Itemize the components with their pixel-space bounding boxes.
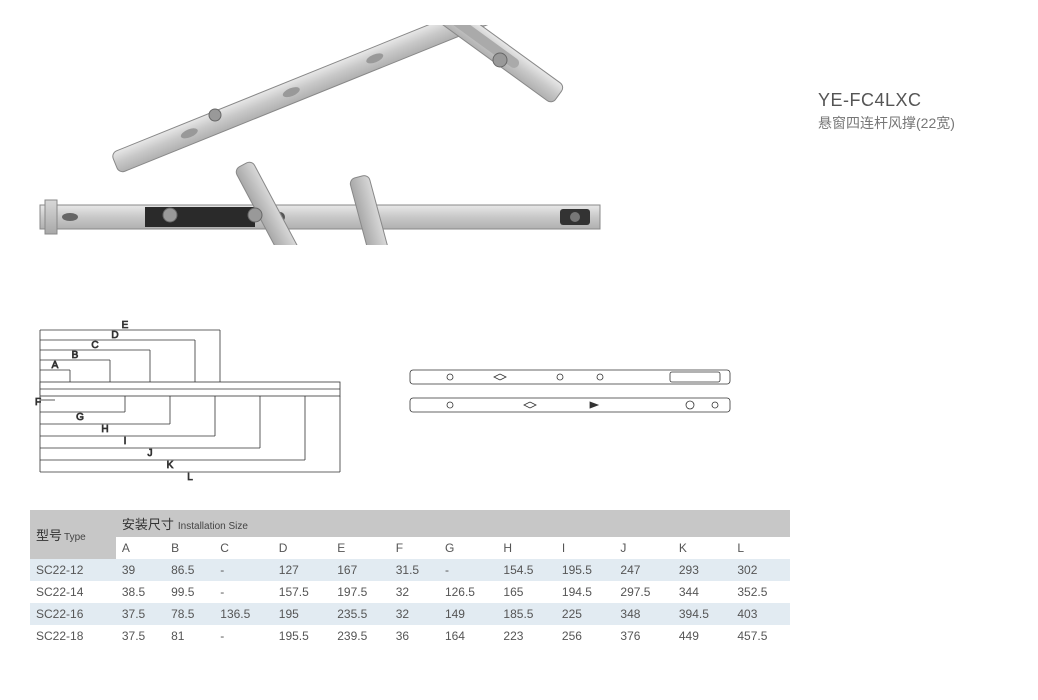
product-image bbox=[30, 25, 630, 245]
cell: 403 bbox=[731, 603, 790, 625]
cell: 39 bbox=[116, 559, 165, 581]
dim-label: A bbox=[52, 360, 59, 371]
cell: 297.5 bbox=[614, 581, 672, 603]
col-header: D bbox=[273, 537, 331, 559]
cell: - bbox=[214, 559, 272, 581]
cell: 36 bbox=[390, 625, 439, 647]
cell: 99.5 bbox=[165, 581, 214, 603]
cell: 127 bbox=[273, 559, 331, 581]
cell: 197.5 bbox=[331, 581, 389, 603]
col-header-install: 安装尺寸 Installation Size bbox=[116, 510, 790, 537]
cell: 167 bbox=[331, 559, 389, 581]
dim-label: I bbox=[124, 436, 127, 447]
cell: 81 bbox=[165, 625, 214, 647]
cell: 194.5 bbox=[556, 581, 614, 603]
cell-type: SC22-16 bbox=[30, 603, 116, 625]
spec-table: 型号Type 安装尺寸 Installation Size A B C D E F… bbox=[30, 510, 790, 647]
table-row: SC22-12 39 86.5 - 127 167 31.5 - 154.5 1… bbox=[30, 559, 790, 581]
dim-label: C bbox=[91, 340, 98, 351]
cell: 165 bbox=[497, 581, 555, 603]
cell: 225 bbox=[556, 603, 614, 625]
table-row: SC22-14 38.5 99.5 - 157.5 197.5 32 126.5… bbox=[30, 581, 790, 603]
table-header-row-1: 型号Type 安装尺寸Installation Size bbox=[30, 510, 790, 537]
dim-label: K bbox=[167, 460, 174, 471]
model-code: YE-FC4LXC bbox=[818, 90, 998, 111]
cell: 195.5 bbox=[556, 559, 614, 581]
cell: 235.5 bbox=[331, 603, 389, 625]
cell: 154.5 bbox=[497, 559, 555, 581]
cell: 126.5 bbox=[439, 581, 497, 603]
cell: 256 bbox=[556, 625, 614, 647]
dimension-diagram: E D C B A F G H I J K L bbox=[30, 320, 750, 490]
cell: 149 bbox=[439, 603, 497, 625]
product-title-block: YE-FC4LXC 悬窗四连杆风撑(22宽) bbox=[818, 90, 998, 133]
col-header: J bbox=[614, 537, 672, 559]
cell: 78.5 bbox=[165, 603, 214, 625]
dim-label: E bbox=[122, 320, 129, 331]
cell: 195.5 bbox=[273, 625, 331, 647]
col-header: A bbox=[116, 537, 165, 559]
cell-type: SC22-18 bbox=[30, 625, 116, 647]
install-label-en: Installation Size bbox=[178, 521, 248, 532]
cell: 136.5 bbox=[214, 603, 272, 625]
cell: 394.5 bbox=[673, 603, 731, 625]
type-label-en: Type bbox=[64, 532, 86, 543]
col-header-type: 型号Type bbox=[30, 510, 116, 559]
dim-label: G bbox=[76, 412, 84, 423]
cell: 32 bbox=[390, 603, 439, 625]
col-header: B bbox=[165, 537, 214, 559]
cell: 185.5 bbox=[497, 603, 555, 625]
type-label-cn: 型号 bbox=[36, 528, 62, 543]
col-header: I bbox=[556, 537, 614, 559]
cell: 247 bbox=[614, 559, 672, 581]
cell: - bbox=[439, 559, 497, 581]
install-label-cn: 安装尺寸 bbox=[122, 517, 174, 532]
col-header: G bbox=[439, 537, 497, 559]
cell: 37.5 bbox=[116, 625, 165, 647]
col-header: L bbox=[731, 537, 790, 559]
col-header: F bbox=[390, 537, 439, 559]
hinge-illustration bbox=[30, 25, 630, 245]
cell: 449 bbox=[673, 625, 731, 647]
cell-type: SC22-14 bbox=[30, 581, 116, 603]
cell: 37.5 bbox=[116, 603, 165, 625]
dimension-drawing: E D C B A F G H I J K L bbox=[30, 320, 750, 490]
cell: 195 bbox=[273, 603, 331, 625]
table-body: SC22-12 39 86.5 - 127 167 31.5 - 154.5 1… bbox=[30, 559, 790, 647]
table-header-row-2: A B C D E F G H I J K L bbox=[30, 537, 790, 559]
cell: 38.5 bbox=[116, 581, 165, 603]
cell: - bbox=[214, 625, 272, 647]
model-description: 悬窗四连杆风撑(22宽) bbox=[818, 113, 998, 133]
cell: 302 bbox=[731, 559, 790, 581]
cell: 352.5 bbox=[731, 581, 790, 603]
table-row: SC22-16 37.5 78.5 136.5 195 235.5 32 149… bbox=[30, 603, 790, 625]
cell: - bbox=[214, 581, 272, 603]
spec-table-container: 型号Type 安装尺寸 Installation Size A B C D E F… bbox=[30, 510, 790, 647]
dim-label: J bbox=[148, 448, 153, 459]
col-header: H bbox=[497, 537, 555, 559]
col-header: E bbox=[331, 537, 389, 559]
dim-label: D bbox=[111, 330, 118, 341]
cell: 164 bbox=[439, 625, 497, 647]
cell: 376 bbox=[614, 625, 672, 647]
table-row: SC22-18 37.5 81 - 195.5 239.5 36 164 223… bbox=[30, 625, 790, 647]
col-header: K bbox=[673, 537, 731, 559]
cell: 32 bbox=[390, 581, 439, 603]
dim-label: L bbox=[187, 472, 193, 483]
dim-label: B bbox=[72, 350, 79, 361]
cell: 239.5 bbox=[331, 625, 389, 647]
cell: 31.5 bbox=[390, 559, 439, 581]
cell: 457.5 bbox=[731, 625, 790, 647]
cell: 344 bbox=[673, 581, 731, 603]
cell: 223 bbox=[497, 625, 555, 647]
cell: 348 bbox=[614, 603, 672, 625]
cell: 157.5 bbox=[273, 581, 331, 603]
cell: 293 bbox=[673, 559, 731, 581]
cell: 86.5 bbox=[165, 559, 214, 581]
col-header: C bbox=[214, 537, 272, 559]
cell-type: SC22-12 bbox=[30, 559, 116, 581]
dim-label: H bbox=[101, 424, 108, 435]
